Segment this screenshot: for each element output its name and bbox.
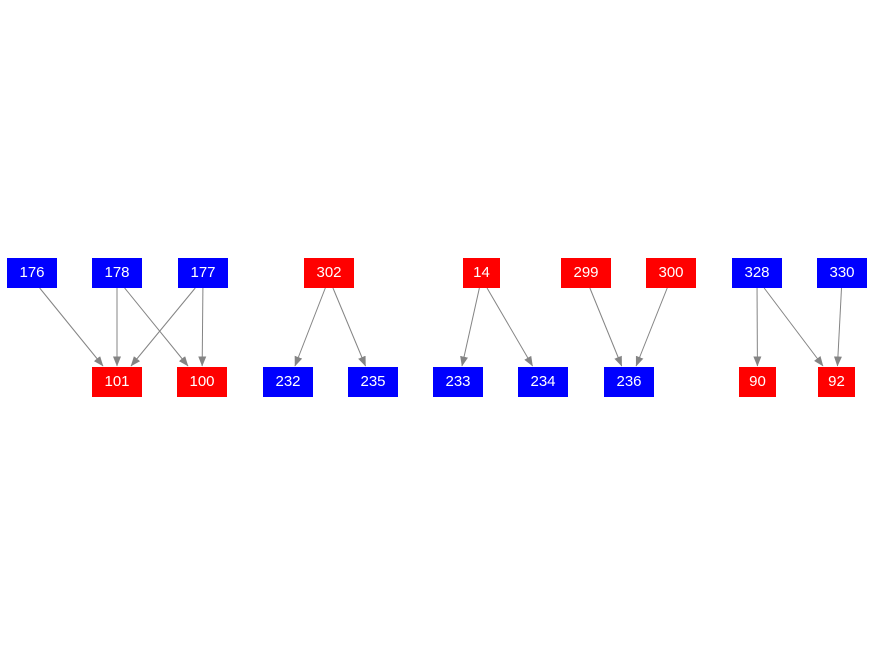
graph-node-299: 299	[561, 258, 611, 288]
graph-node-235: 235	[348, 367, 398, 397]
edge-176-to-101	[39, 287, 104, 367]
graph-node-176: 176	[7, 258, 57, 288]
graph-node-232: 232	[263, 367, 313, 397]
edge-299-to-236	[589, 287, 623, 367]
graph-node-302: 302	[304, 258, 354, 288]
edge-328-to-92	[763, 287, 824, 367]
graph-node-300: 300	[646, 258, 696, 288]
graph-node-330: 330	[817, 258, 867, 288]
graph-node-101: 101	[92, 367, 142, 397]
graph-node-100: 100	[177, 367, 227, 397]
graph-node-236: 236	[604, 367, 654, 397]
edge-302-to-235	[332, 287, 366, 367]
edge-330-to-92	[833, 287, 843, 367]
graph-node-92: 92	[818, 367, 855, 397]
edge-300-to-236	[635, 287, 668, 367]
graph-node-177: 177	[178, 258, 228, 288]
graph-node-233: 233	[433, 367, 483, 397]
graph-node-14: 14	[463, 258, 500, 288]
edge-302-to-232	[294, 287, 326, 367]
graph-node-328: 328	[732, 258, 782, 288]
edge-14-to-234	[486, 287, 533, 367]
graph-node-178: 178	[92, 258, 142, 288]
edge-178-to-100	[124, 287, 189, 367]
edge-177-to-101	[130, 287, 196, 367]
edge-group	[39, 287, 843, 367]
graph-node-234: 234	[518, 367, 568, 397]
edge-177-to-100	[198, 287, 207, 367]
graph-node-90: 90	[739, 367, 776, 397]
edge-14-to-233	[460, 287, 480, 367]
